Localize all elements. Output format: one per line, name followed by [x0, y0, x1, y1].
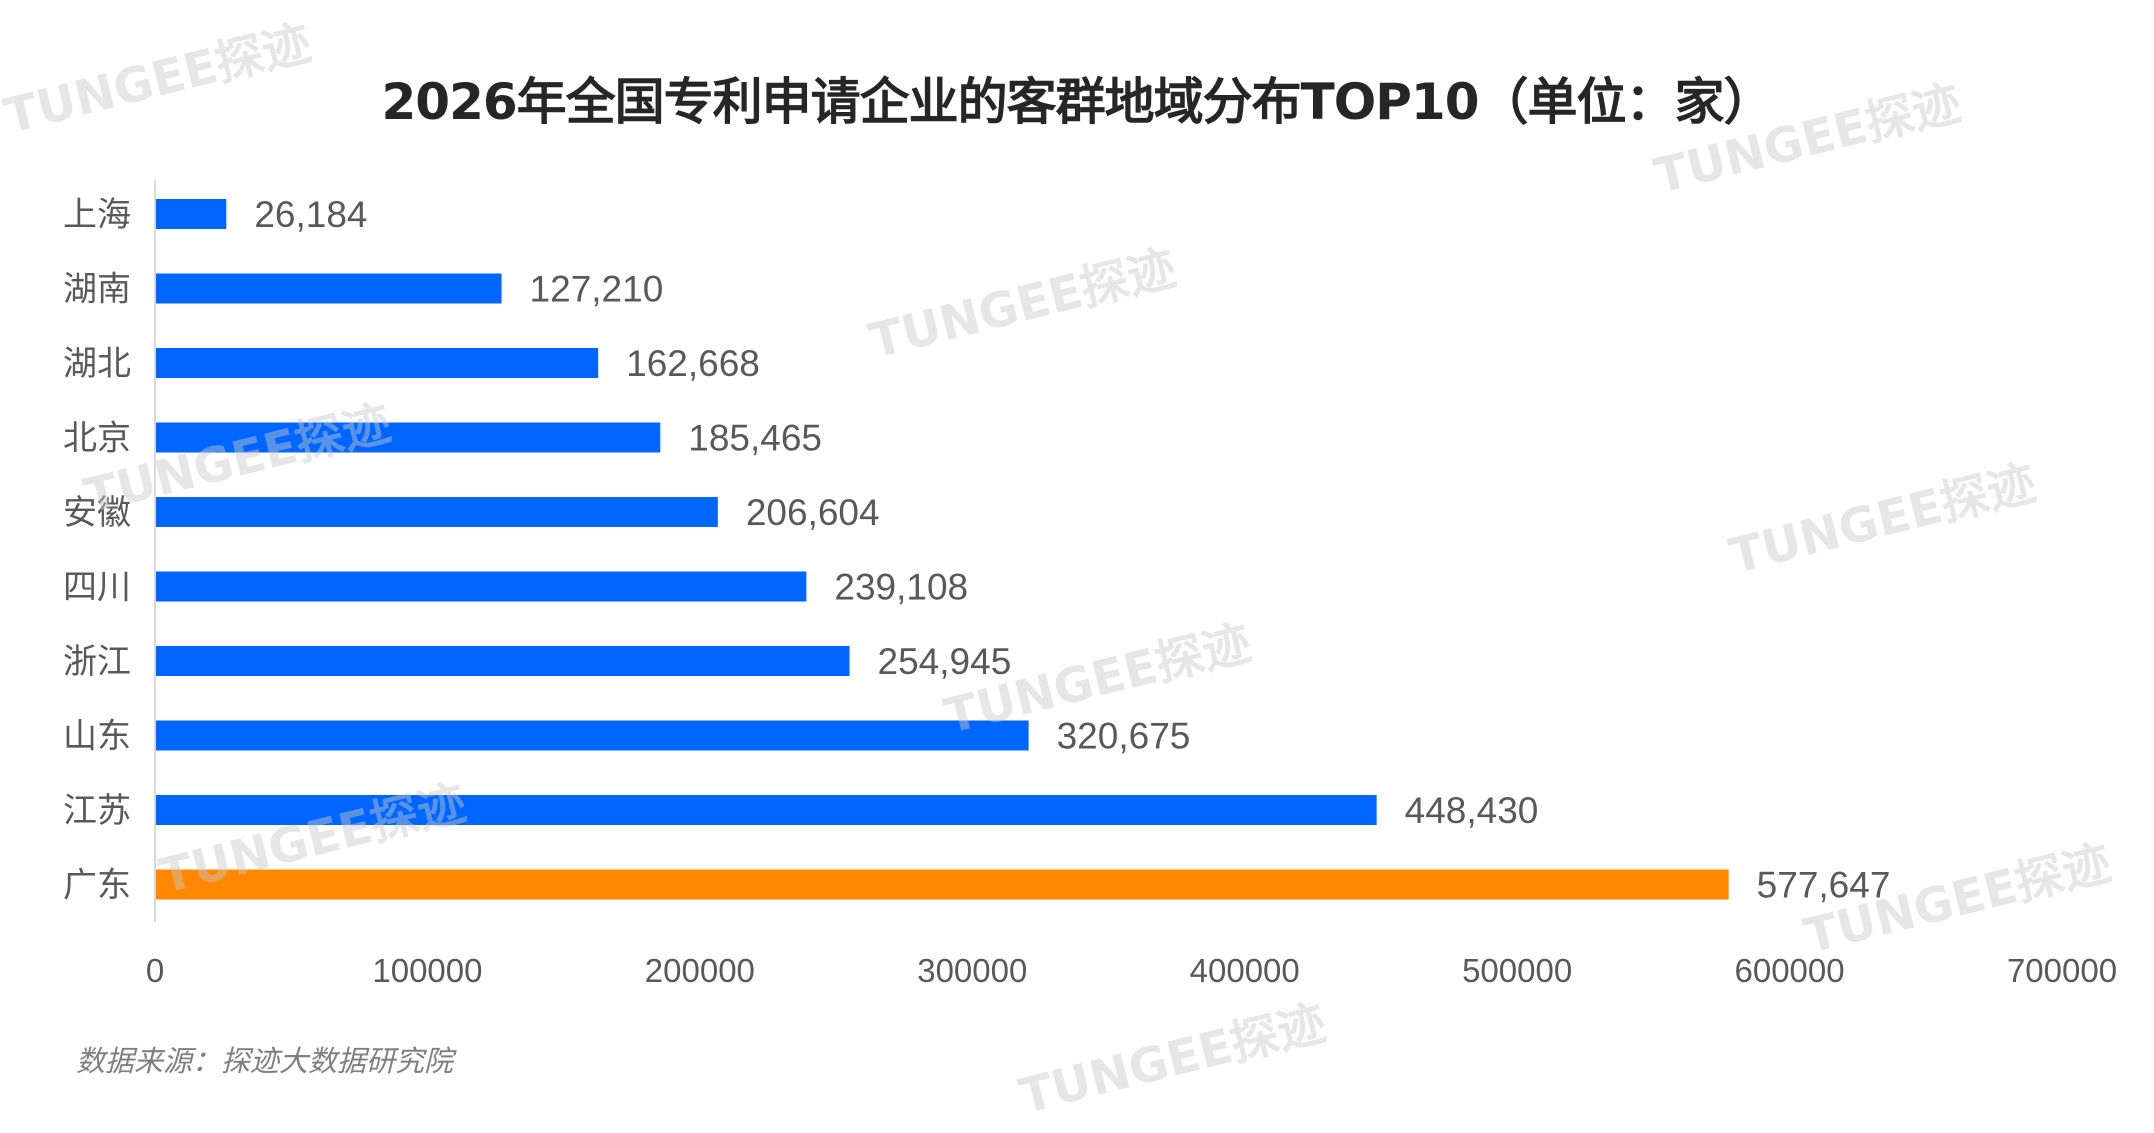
x-tick-label: 200000: [645, 952, 755, 989]
category-label: 湖北: [63, 344, 131, 384]
data-label: 254,945: [878, 641, 1012, 682]
bar-9: [155, 869, 1729, 900]
category-label: 四川: [63, 568, 131, 608]
x-tick-label: 0: [146, 952, 164, 989]
chart-title: 2026年全国专利申请企业的客群地域分布TOP10（单位：家）: [381, 73, 1774, 131]
bar-2: [155, 348, 599, 378]
data-label: 206,604: [746, 492, 880, 533]
category-label: 江苏: [63, 791, 131, 831]
bar-7: [155, 720, 1029, 751]
data-label: 162,668: [626, 343, 760, 384]
bar-4: [155, 497, 718, 527]
data-label: 26,184: [254, 194, 367, 235]
data-label: 127,210: [530, 269, 664, 310]
category-label: 湖南: [63, 270, 131, 310]
category-label: 浙江: [63, 642, 131, 682]
bar-3: [155, 422, 661, 453]
x-tick-label: 300000: [917, 952, 1027, 989]
category-label: 上海: [63, 195, 131, 235]
x-tick-label: 400000: [1190, 952, 1300, 989]
bar-0: [155, 199, 227, 229]
bar-8: [155, 795, 1377, 825]
bar-5: [155, 571, 807, 602]
x-tick-label: 700000: [2007, 952, 2117, 989]
x-tick-label: 600000: [1735, 952, 1845, 989]
x-tick-label: 100000: [372, 952, 482, 989]
source-note: 数据来源：探迹大数据研究院: [76, 1044, 454, 1078]
data-label: 320,675: [1057, 716, 1191, 757]
category-label: 山东: [63, 717, 131, 757]
data-label: 185,465: [688, 418, 822, 459]
data-label: 239,108: [834, 567, 968, 608]
category-label: 北京: [63, 419, 131, 459]
data-label: 577,647: [1757, 865, 1891, 906]
category-label: 安徽: [63, 493, 131, 533]
bar-6: [155, 646, 850, 676]
data-label: 448,430: [1405, 790, 1539, 831]
category-label: 广东: [63, 866, 131, 906]
x-tick-label: 500000: [1462, 952, 1572, 989]
bar-1: [155, 273, 502, 304]
